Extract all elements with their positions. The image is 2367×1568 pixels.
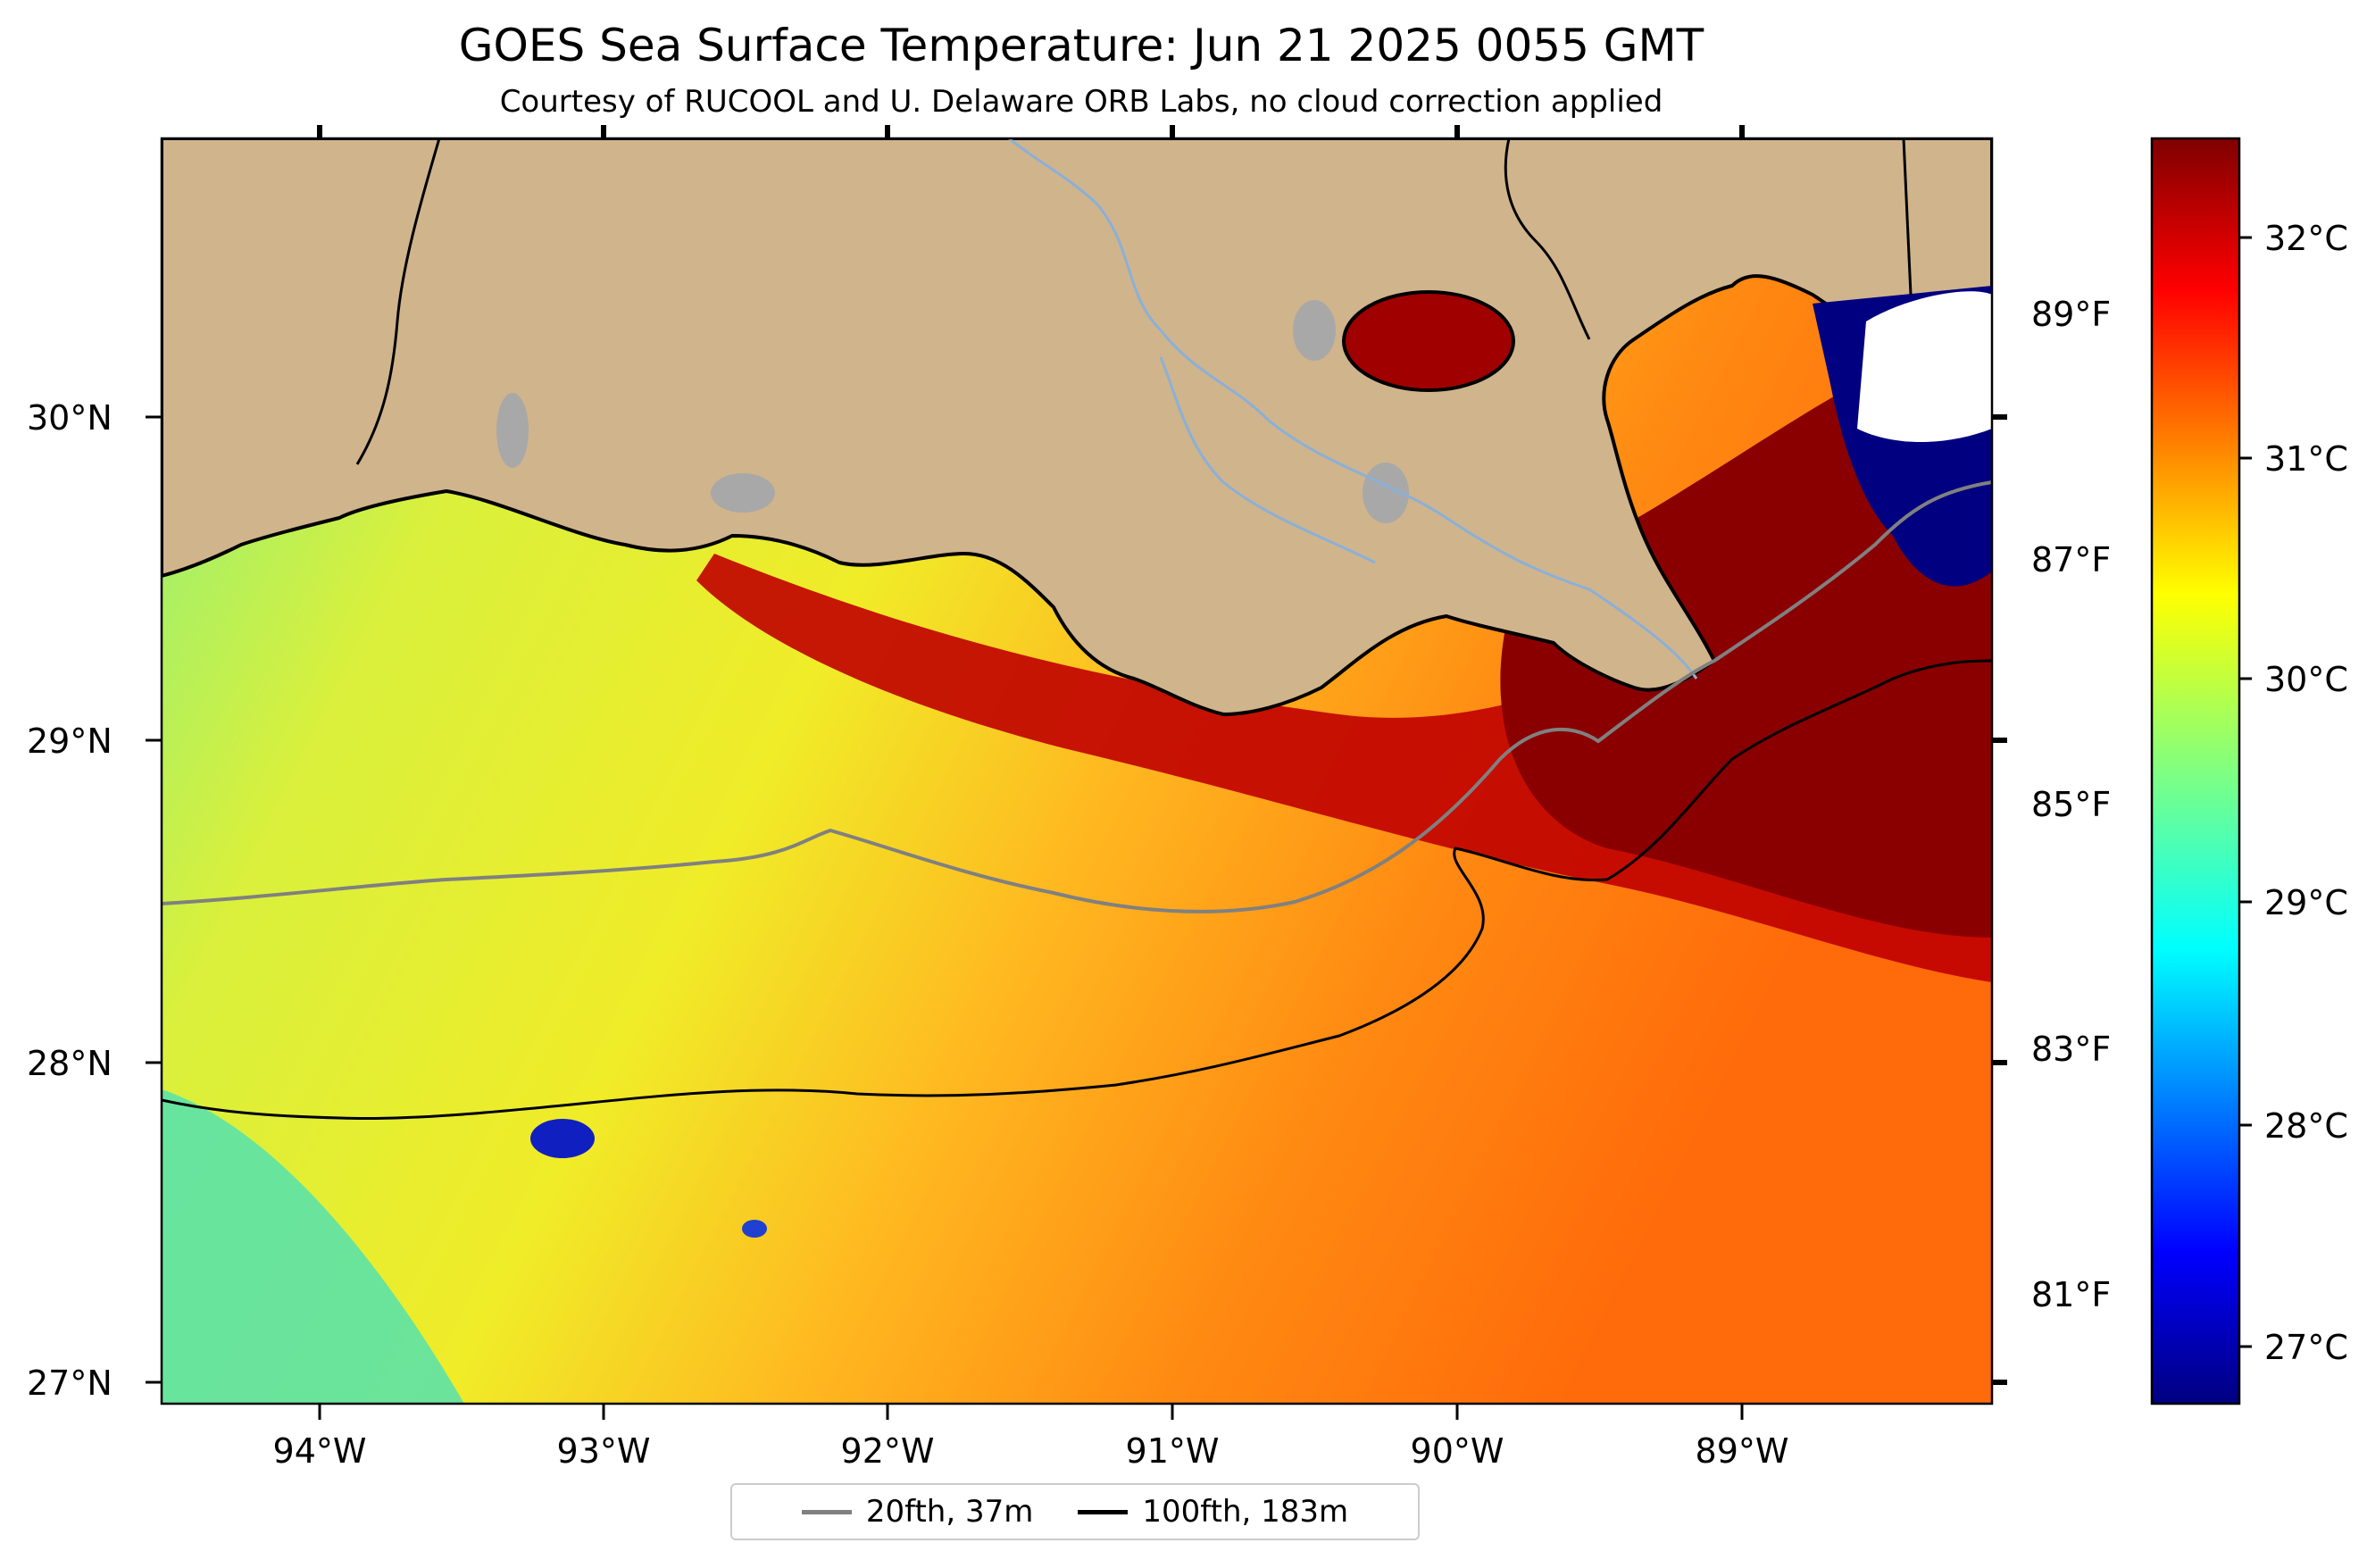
left-lat-ticks bbox=[146, 415, 162, 1384]
cold-eddy bbox=[742, 1220, 767, 1238]
lon-label-91w: 91°W bbox=[1126, 1431, 1220, 1471]
top-lon-ticks bbox=[317, 125, 1745, 138]
lon-label-90w: 90°W bbox=[1411, 1431, 1504, 1471]
lat-label-30n: 30°N bbox=[27, 398, 113, 438]
fahrenheit-label: 89°F bbox=[2031, 295, 2111, 334]
state-border bbox=[355, 138, 441, 465]
lat-label-28n: 28°N bbox=[27, 1044, 113, 1083]
land-louisiana bbox=[162, 138, 1992, 717]
lat-label-29n: 29°N bbox=[27, 721, 113, 761]
state-border bbox=[1902, 138, 1913, 296]
legend-label: 100fth, 183m bbox=[1142, 1494, 1349, 1530]
bottom-lon-ticks bbox=[318, 1404, 1744, 1420]
colorbar-label: 27°C bbox=[2264, 1328, 2348, 1367]
legend-item-20fth: 20fth, 37m bbox=[801, 1494, 1034, 1530]
lake bbox=[496, 393, 529, 468]
lon-label-92w: 92°W bbox=[841, 1431, 935, 1471]
lon-label-93w: 93°W bbox=[557, 1431, 651, 1471]
cool-water-patch bbox=[162, 1089, 464, 1404]
colorbar-ticks bbox=[2239, 236, 2252, 1348]
cloud-mask bbox=[1857, 291, 1992, 442]
colorbar-label: 30°C bbox=[2264, 660, 2348, 699]
isobath-100fth bbox=[162, 659, 1992, 1121]
map-frame bbox=[160, 137, 1994, 1405]
colorbar-label: 29°C bbox=[2264, 883, 2348, 922]
state-border bbox=[1504, 138, 1591, 340]
fahrenheit-label: 81°F bbox=[2031, 1275, 2111, 1314]
river bbox=[1008, 138, 1698, 680]
lon-label-94w: 94°W bbox=[273, 1431, 367, 1471]
colorbar-label: 32°C bbox=[2264, 219, 2348, 258]
cold-eddy bbox=[530, 1119, 595, 1158]
lake bbox=[1363, 463, 1409, 523]
colorbar-label: 28°C bbox=[2264, 1106, 2348, 1146]
legend-label: 20fth, 37m bbox=[865, 1494, 1034, 1530]
lon-label-89w: 89°W bbox=[1696, 1431, 1789, 1471]
legend-item-100fth: 100fth, 183m bbox=[1078, 1494, 1348, 1530]
fahrenheit-label: 83°F bbox=[2031, 1030, 2111, 1069]
map-title: GOES Sea Surface Temperature: Jun 21 202… bbox=[458, 20, 1704, 71]
map-plot-area bbox=[162, 138, 1992, 1404]
lake-pontchartrain bbox=[1342, 290, 1515, 392]
isobath-20fth bbox=[162, 480, 1992, 913]
fahrenheit-label: 87°F bbox=[2031, 540, 2111, 580]
river bbox=[1159, 356, 1376, 564]
legend-swatch-black bbox=[1078, 1509, 1129, 1514]
isobath-legend: 20fth, 37m 100fth, 183m bbox=[730, 1483, 1420, 1540]
lake bbox=[711, 473, 775, 513]
legend-swatch-grey bbox=[801, 1509, 852, 1514]
colorbar-label: 31°C bbox=[2264, 439, 2348, 479]
lake bbox=[1293, 300, 1336, 361]
colorbar bbox=[2150, 137, 2241, 1405]
right-lat-ticks bbox=[1992, 414, 2007, 1385]
fahrenheit-label: 85°F bbox=[2031, 785, 2111, 824]
map-subtitle: Courtesy of RUCOOL and U. Delaware ORB L… bbox=[499, 84, 1663, 120]
lat-label-27n: 27°N bbox=[27, 1364, 113, 1403]
